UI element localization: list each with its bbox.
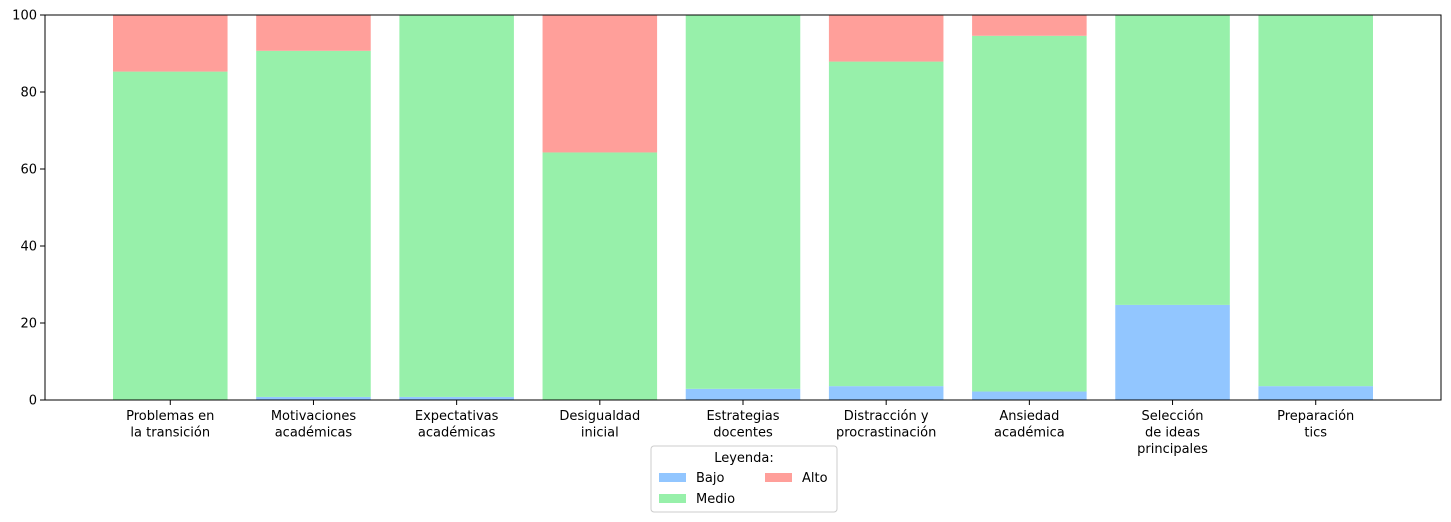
bar-alto-1 bbox=[256, 15, 371, 51]
bar-medio-1 bbox=[256, 50, 371, 397]
bar-bajo-5 bbox=[828, 386, 944, 400]
bar-medio-7 bbox=[1115, 15, 1230, 305]
x-axis: Problemas en la transición Motivaciones aca… bbox=[126, 400, 1354, 457]
bar-bajo-4 bbox=[685, 388, 801, 400]
x-tick-label: Preparación tics bbox=[1277, 409, 1354, 441]
bar-bajo-7 bbox=[1115, 304, 1230, 400]
x-tick-label: Ansiedad académica bbox=[994, 409, 1065, 441]
legend-swatch-alto bbox=[765, 473, 792, 482]
bar-alto-3 bbox=[542, 15, 658, 153]
x-tick-label: Desigualdad inicial bbox=[559, 409, 640, 441]
bar-alto-5 bbox=[828, 15, 944, 62]
y-tick-label: 80 bbox=[20, 86, 37, 101]
legend-label-alto: Alto bbox=[802, 471, 828, 486]
bar-bajo-1 bbox=[256, 396, 371, 400]
bar-medio-2 bbox=[399, 15, 514, 397]
bar-medio-3 bbox=[542, 152, 658, 400]
x-tick-label: Selección de ideas principales bbox=[1137, 409, 1208, 457]
bar-medio-6 bbox=[972, 35, 1087, 392]
bars-layer bbox=[113, 15, 1373, 400]
legend-title: Leyenda: bbox=[714, 451, 774, 466]
x-tick-label: Motivaciones académicas bbox=[271, 409, 356, 441]
bar-medio-5 bbox=[828, 61, 944, 387]
y-tick-label: 100 bbox=[12, 9, 37, 24]
legend: Leyenda: Bajo Medio Alto bbox=[650, 445, 838, 513]
legend-swatch-medio bbox=[659, 494, 686, 503]
x-tick-label: Estrategias docentes bbox=[706, 409, 779, 441]
bar-bajo-2 bbox=[399, 396, 514, 400]
bar-bajo-8 bbox=[1258, 386, 1373, 400]
bar-medio-0 bbox=[113, 71, 228, 400]
x-tick-label: Problemas en la transición bbox=[126, 409, 214, 441]
y-tick-label: 40 bbox=[20, 240, 37, 255]
legend-box bbox=[650, 445, 838, 513]
y-axis: 0 20 40 60 80 100 bbox=[12, 9, 45, 409]
bar-bajo-6 bbox=[972, 391, 1087, 400]
y-tick-label: 60 bbox=[20, 163, 37, 178]
plot-frame bbox=[44, 14, 1442, 401]
legend-swatch-bajo bbox=[659, 473, 686, 482]
legend-label-medio: Medio bbox=[696, 492, 735, 507]
y-tick-label: 20 bbox=[20, 317, 37, 332]
legend-label-bajo: Bajo bbox=[696, 471, 724, 486]
bar-alto-0 bbox=[113, 15, 228, 72]
bar-alto-6 bbox=[972, 15, 1087, 36]
x-tick-label: Expectativas académicas bbox=[415, 409, 499, 441]
x-tick-label: Distracción y procrastinación bbox=[836, 409, 936, 441]
bar-medio-4 bbox=[685, 15, 801, 389]
y-tick-label: 0 bbox=[29, 394, 37, 409]
legend-items: Bajo Medio Alto bbox=[659, 471, 828, 507]
bar-medio-8 bbox=[1258, 15, 1373, 387]
